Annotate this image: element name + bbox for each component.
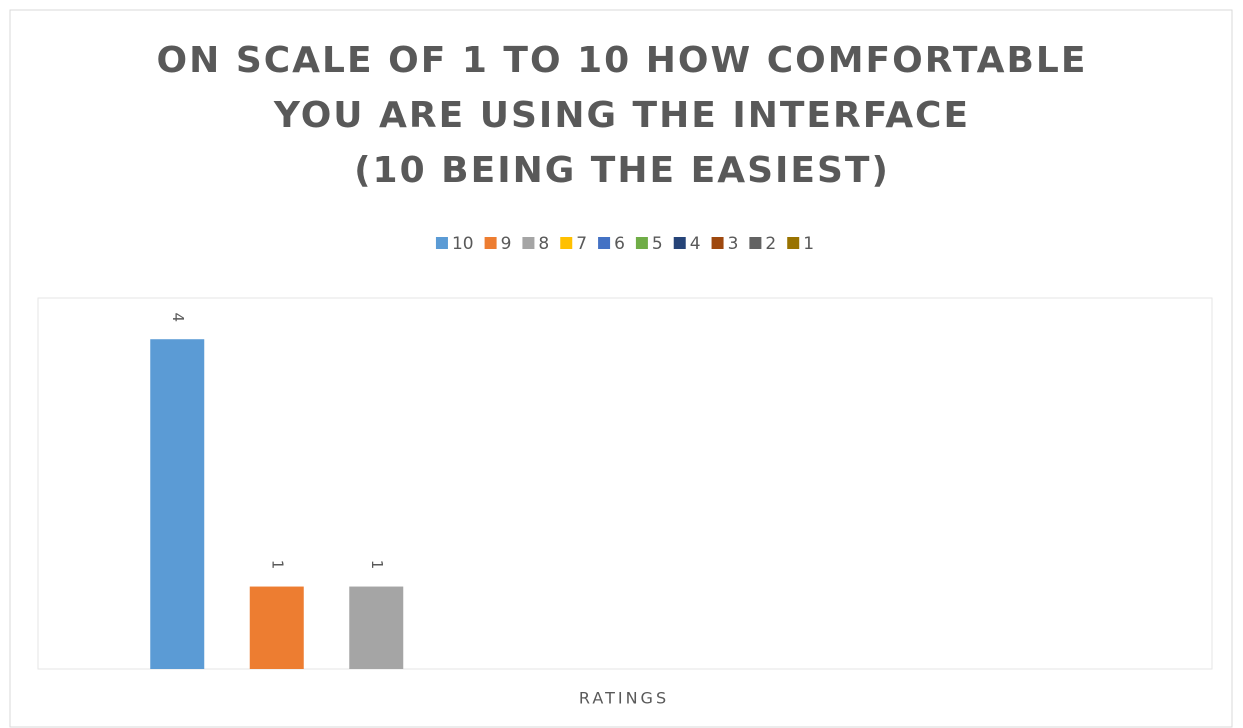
data-label: 4 — [169, 312, 187, 322]
legend-label: 5 — [652, 234, 663, 254]
bar — [150, 339, 205, 669]
chart-title: (10 BEING THE EASIEST) — [354, 150, 890, 191]
legend-label: 7 — [576, 234, 587, 254]
legend-label: 4 — [690, 234, 701, 254]
chart-title: YOU ARE USING THE INTERFACE — [273, 95, 970, 136]
legend-label: 9 — [501, 234, 512, 254]
chart-title: ON SCALE OF 1 TO 10 HOW COMFORTABLE — [157, 40, 1088, 81]
x-axis-title: RATINGS — [579, 689, 669, 708]
legend-swatch — [749, 237, 762, 249]
legend-swatch — [635, 237, 648, 249]
data-label: 1 — [368, 560, 386, 570]
legend-label: 10 — [452, 234, 474, 254]
legend-swatch — [673, 237, 686, 249]
legend-swatch — [435, 237, 448, 249]
bar — [349, 586, 404, 669]
legend-swatch — [522, 237, 535, 249]
legend-label: 8 — [538, 234, 549, 254]
legend-swatch — [598, 237, 611, 249]
chart-border — [9, 9, 1233, 728]
plot-area — [37, 297, 1213, 670]
legend-swatch — [560, 237, 573, 249]
legend-label: 3 — [728, 234, 739, 254]
bar — [249, 586, 304, 669]
legend-swatch — [711, 237, 724, 249]
legend-swatch — [787, 237, 800, 249]
legend-swatch — [484, 237, 497, 249]
legend-label: 6 — [614, 234, 625, 254]
legend-label: 1 — [803, 234, 814, 254]
legend-label: 2 — [765, 234, 776, 254]
data-label: 1 — [268, 560, 286, 570]
legend: 10 9 8 7 6 5 4 3 2 1 — [435, 234, 814, 254]
